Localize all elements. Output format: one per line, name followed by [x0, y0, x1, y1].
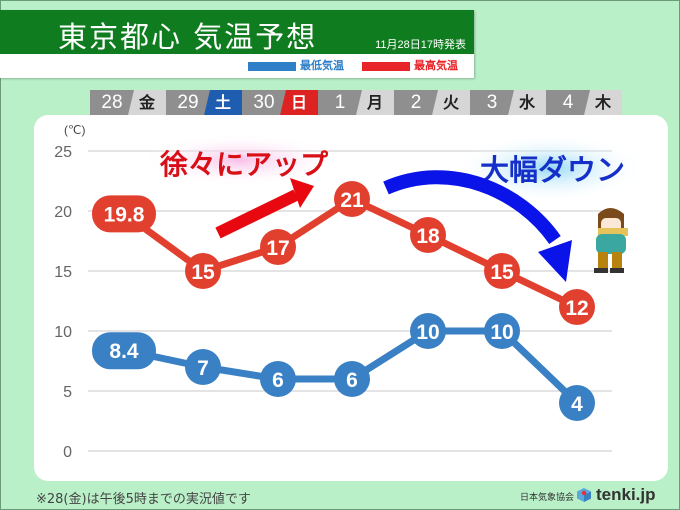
down-annotation: 大幅ダウン	[480, 153, 625, 187]
data-point: 15	[185, 253, 221, 289]
day-weekday: 火	[432, 90, 470, 116]
data-point: 15	[484, 253, 520, 289]
day-weekday: 木	[584, 90, 622, 116]
day-date: 28	[90, 90, 134, 116]
day-weekday: 土	[204, 90, 242, 116]
day-weekday: 金	[128, 90, 166, 116]
data-label: 12	[565, 297, 588, 320]
series-markers: 19.8 15 17 21 18 15 12 8.4 7 6 6 10 10 4	[92, 181, 595, 421]
data-point: 21	[334, 181, 370, 217]
y-tick-label: 10	[54, 324, 72, 341]
data-point: 7	[185, 349, 221, 385]
y-tick-label: 15	[54, 264, 72, 281]
credit-brand: tenki.jp	[596, 485, 656, 504]
data-point: 19.8	[92, 195, 156, 233]
data-point: 18	[410, 217, 446, 253]
data-label: 10	[416, 321, 439, 344]
up-arrow-icon	[215, 178, 314, 239]
footnote: ※28(金)は午後5時までの実況値です	[36, 492, 251, 507]
y-tick-label: 20	[54, 204, 72, 221]
data-point: 4	[559, 385, 595, 421]
y-axis: 0 5 10 15 20 25	[54, 144, 72, 461]
data-label: 18	[416, 225, 440, 248]
legend-min-label: 最低気温	[300, 59, 344, 72]
data-point: 17	[260, 229, 296, 265]
up-annotation: 徐々にアップ	[159, 148, 329, 181]
day-weekday: 水	[508, 90, 546, 116]
data-point: 10	[484, 313, 520, 349]
data-label: 17	[266, 237, 289, 260]
data-label: 8.4	[109, 340, 139, 363]
y-tick-label: 0	[63, 444, 72, 461]
chart-title: 東京都心 気温予想	[58, 20, 318, 54]
data-point: 6	[334, 361, 370, 397]
day-29: 29 土	[166, 90, 242, 116]
data-label: 15	[490, 261, 514, 284]
data-label: 7	[197, 357, 209, 380]
data-label: 6	[346, 369, 358, 392]
day-date: 4	[546, 90, 590, 116]
day-date: 29	[166, 90, 210, 116]
legend-min: 最低気温	[248, 60, 344, 72]
data-label: 4	[571, 393, 583, 416]
issued-time: 11月28日17時発表	[375, 39, 466, 51]
day-date: 1	[318, 90, 362, 116]
day-28: 28 金	[90, 90, 166, 116]
data-label: 21	[340, 189, 364, 212]
down-glow	[455, 134, 645, 202]
down-arrow-icon	[383, 170, 572, 282]
data-label: 19.8	[104, 203, 145, 226]
day-date: 30	[242, 90, 286, 116]
data-label: 6	[272, 369, 284, 392]
legend: 最低気温 最高気温	[0, 54, 474, 78]
day-weekday: 日	[280, 90, 318, 116]
day-30: 30 日	[242, 90, 318, 116]
day-date: 2	[394, 90, 438, 116]
y-tick-label: 5	[63, 384, 72, 401]
data-point: 8.4	[92, 332, 156, 370]
legend-max: 最高気温	[362, 60, 458, 72]
data-point: 10	[410, 313, 446, 349]
credit-org: 日本気象協会	[520, 493, 575, 503]
up-glow	[140, 134, 340, 186]
day-date: 3	[470, 90, 514, 116]
chart-header: 東京都心 気温予想 11月28日17時発表 最低気温 最高気温	[0, 10, 474, 78]
data-point: 12	[559, 289, 595, 325]
title-bar: 東京都心 気温予想 11月28日17時発表	[0, 10, 474, 54]
legend-max-swatch	[362, 61, 410, 71]
cold-person-illustration	[594, 208, 628, 273]
legend-min-swatch	[248, 61, 296, 71]
y-tick-label: 25	[54, 144, 72, 161]
legend-max-label: 最高気温	[414, 59, 458, 72]
data-label: 10	[490, 321, 513, 344]
tenki-logo-icon	[577, 488, 591, 502]
y-unit: (℃)	[64, 123, 85, 137]
day-weekday: 月	[356, 90, 394, 116]
data-point: 6	[260, 361, 296, 397]
data-label: 15	[191, 261, 215, 284]
